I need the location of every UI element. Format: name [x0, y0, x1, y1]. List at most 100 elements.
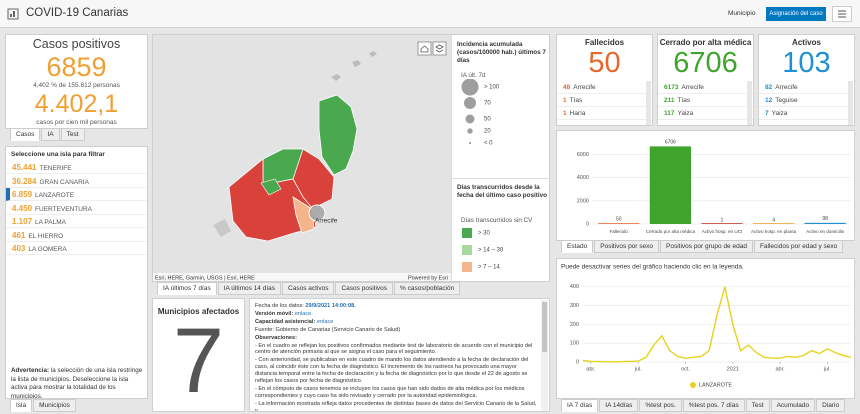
chart-note: Puede desactivar series del gráfico haci…: [561, 264, 744, 271]
tab[interactable]: Fallecidos por edad y sexo: [753, 240, 844, 253]
ia-bubble[interactable]: [308, 204, 326, 222]
island-value: 4.450: [12, 203, 33, 213]
line-tabs: IA 7 días IA 14días %test pos. %test pos. 7…: [561, 399, 846, 412]
tab[interactable]: Isla: [10, 399, 33, 412]
bar: [598, 223, 640, 224]
tab[interactable]: Casos: [10, 128, 41, 141]
size-label: 20: [484, 129, 491, 135]
color-label: > 30: [478, 231, 491, 237]
legend-item[interactable]: LANZAROTE: [690, 382, 732, 388]
stat-value: 103: [782, 47, 831, 79]
stat-row[interactable]: 1 Tías: [557, 94, 652, 107]
tab[interactable]: Casos activos: [282, 282, 335, 295]
tab[interactable]: IA 14días: [599, 399, 639, 412]
x-tick-label: abr.: [586, 366, 596, 372]
size-legend: > 100 70 50 20 < 0: [460, 79, 500, 147]
y-tick-label: 400: [570, 284, 579, 290]
stat-row[interactable]: 1 Haría: [557, 107, 652, 120]
stat-row[interactable]: 211 Tías: [658, 94, 753, 107]
line-chart: Puede desactivar series del gráfico haci…: [561, 264, 852, 388]
stat-value: 6706: [673, 47, 738, 79]
map-attribution: Esri, HERE, Garmin, USGS | Esri, HERE: [155, 275, 255, 281]
size-label: 50: [484, 117, 491, 123]
tab[interactable]: Positivos por sexo: [594, 240, 659, 253]
size-symbol: [464, 113, 476, 125]
legend-layer: IA últ. 7d: [461, 72, 486, 79]
island-row[interactable]: 6.859 LANZAROTE: [6, 188, 147, 201]
stat-row-name: Arrecife: [775, 84, 798, 91]
filter-button[interactable]: Asignación del caso: [766, 7, 826, 21]
stat-row-value: 7: [765, 110, 769, 117]
label: Versión móvil:: [255, 310, 294, 317]
tab[interactable]: Positivos por grupo de edad: [660, 240, 753, 253]
municipality[interactable]: [260, 178, 282, 196]
tab[interactable]: Municipios: [33, 399, 76, 412]
size-label: > 100: [484, 85, 500, 91]
island-row[interactable]: 45.441 TENERIFE: [6, 161, 147, 174]
island-row[interactable]: 4.450 FUERTEVENTURA: [6, 202, 147, 215]
scrollbar[interactable]: [848, 81, 853, 125]
tab[interactable]: Estado: [561, 240, 594, 253]
label: Capacidad asistencial:: [255, 318, 316, 325]
tab[interactable]: Acumulado: [770, 399, 816, 412]
tab[interactable]: IA: [41, 128, 60, 141]
filter-label[interactable]: Municipio: [728, 10, 756, 17]
map-panel: Arrecife Esri, HERE, Garmin, USGS | Esri…: [152, 34, 550, 282]
layers-button[interactable]: [432, 41, 447, 56]
tab[interactable]: Test: [745, 399, 770, 412]
stat-row-value: 48: [563, 84, 571, 91]
island-name: FUERTEVENTURA: [35, 205, 92, 213]
menu-button[interactable]: [832, 6, 852, 22]
note: - La información mostrada refleja datos …: [255, 400, 537, 412]
municipality[interactable]: [292, 196, 315, 234]
island-name: EL HIERRO: [28, 232, 64, 240]
stat-row[interactable]: 7 Yaiza: [759, 107, 854, 120]
x-tick-label: abr.: [775, 366, 785, 372]
map-tabs: IA últimos 7 días IA últimos 14 días Casos…: [157, 282, 461, 295]
x-tick-label: jul.: [823, 366, 832, 372]
link[interactable]: enlace.: [294, 310, 313, 317]
stat-row[interactable]: 48 Arrecife: [557, 81, 652, 94]
bar: [804, 222, 846, 224]
home-button[interactable]: [417, 41, 432, 56]
scrollbar[interactable]: [646, 81, 651, 125]
scrollbar[interactable]: [541, 300, 548, 411]
stat-row[interactable]: 12 Teguise: [759, 94, 854, 107]
size-symbol: [467, 140, 473, 146]
stat-row-value: 211: [664, 97, 675, 104]
municipality[interactable]: [318, 94, 358, 176]
app-title: COVID-19 Canarias: [26, 7, 129, 19]
tab[interactable]: %test pos.: [639, 399, 682, 412]
island-name: LA GOMERA: [28, 246, 67, 253]
data-label: 50: [616, 217, 622, 223]
stat-row[interactable]: 6173 Arrecife: [658, 81, 753, 94]
tab[interactable]: IA 7 días: [561, 399, 599, 412]
tab[interactable]: % casos/población: [394, 282, 461, 295]
tab[interactable]: IA últimos 7 días: [157, 282, 217, 295]
island-row[interactable]: 36.284 GRAN CANARIA: [6, 175, 147, 188]
tab[interactable]: Casos positivos: [335, 282, 394, 295]
legend-label: LANZAROTE: [699, 382, 732, 388]
link[interactable]: enlace: [316, 318, 334, 325]
tab[interactable]: Diario: [816, 399, 846, 412]
island-row[interactable]: 461 EL HIERRO: [6, 229, 147, 242]
bar-chart-panel: 0 2000 4000 6000 50 Fallecido 6706 Cerrado por …: [556, 130, 855, 241]
map[interactable]: Arrecife Esri, HERE, Garmin, USGS | Esri…: [153, 35, 451, 282]
islet: [213, 219, 231, 237]
tab[interactable]: Test: [60, 128, 85, 141]
x-tick-label: oct.: [681, 366, 690, 372]
stat-row-name: Tías: [569, 97, 583, 104]
island-row[interactable]: 1.107 LA PALMA: [6, 215, 147, 228]
tab[interactable]: %test pos. 7 días: [682, 399, 745, 412]
scrollbar[interactable]: [747, 81, 752, 125]
stat-row[interactable]: 82 Arrecife: [759, 81, 854, 94]
island-row[interactable]: 403 LA GOMERA: [6, 242, 147, 255]
series-line: [582, 286, 852, 363]
stat-row[interactable]: 117 Yaiza: [658, 107, 753, 120]
tab[interactable]: IA últimos 14 días: [217, 282, 282, 295]
x-tick-label: Activo en domicilio: [806, 229, 844, 234]
data-label: 4: [772, 217, 775, 223]
color-swatch: [462, 262, 472, 272]
stat-row-name: Arrecife: [573, 84, 596, 91]
